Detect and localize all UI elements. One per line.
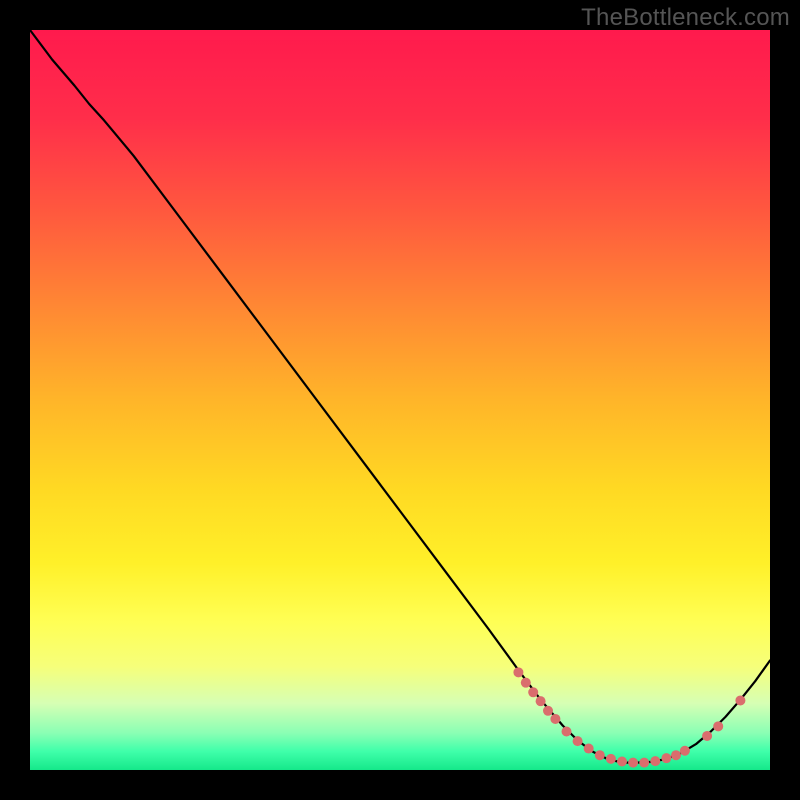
data-point-marker xyxy=(606,754,616,764)
data-point-marker xyxy=(573,736,583,746)
data-point-marker xyxy=(562,727,572,737)
data-point-marker xyxy=(584,744,594,754)
data-point-marker xyxy=(713,721,723,731)
data-point-marker xyxy=(680,746,690,756)
data-point-marker xyxy=(671,750,681,760)
chart-container: TheBottleneck.com xyxy=(0,0,800,800)
data-point-marker xyxy=(595,750,605,760)
data-point-marker xyxy=(639,758,649,768)
data-point-marker xyxy=(735,695,745,705)
data-point-marker xyxy=(650,756,660,766)
data-point-marker xyxy=(617,756,627,766)
data-point-marker xyxy=(628,758,638,768)
data-point-marker xyxy=(521,678,531,688)
data-point-marker xyxy=(550,714,560,724)
data-point-marker xyxy=(702,731,712,741)
data-point-marker xyxy=(536,696,546,706)
data-point-marker xyxy=(528,687,538,697)
bottleneck-curve-chart xyxy=(0,0,800,800)
data-point-marker xyxy=(661,753,671,763)
data-point-marker xyxy=(513,667,523,677)
watermark-text: TheBottleneck.com xyxy=(581,4,790,32)
data-point-marker xyxy=(543,706,553,716)
